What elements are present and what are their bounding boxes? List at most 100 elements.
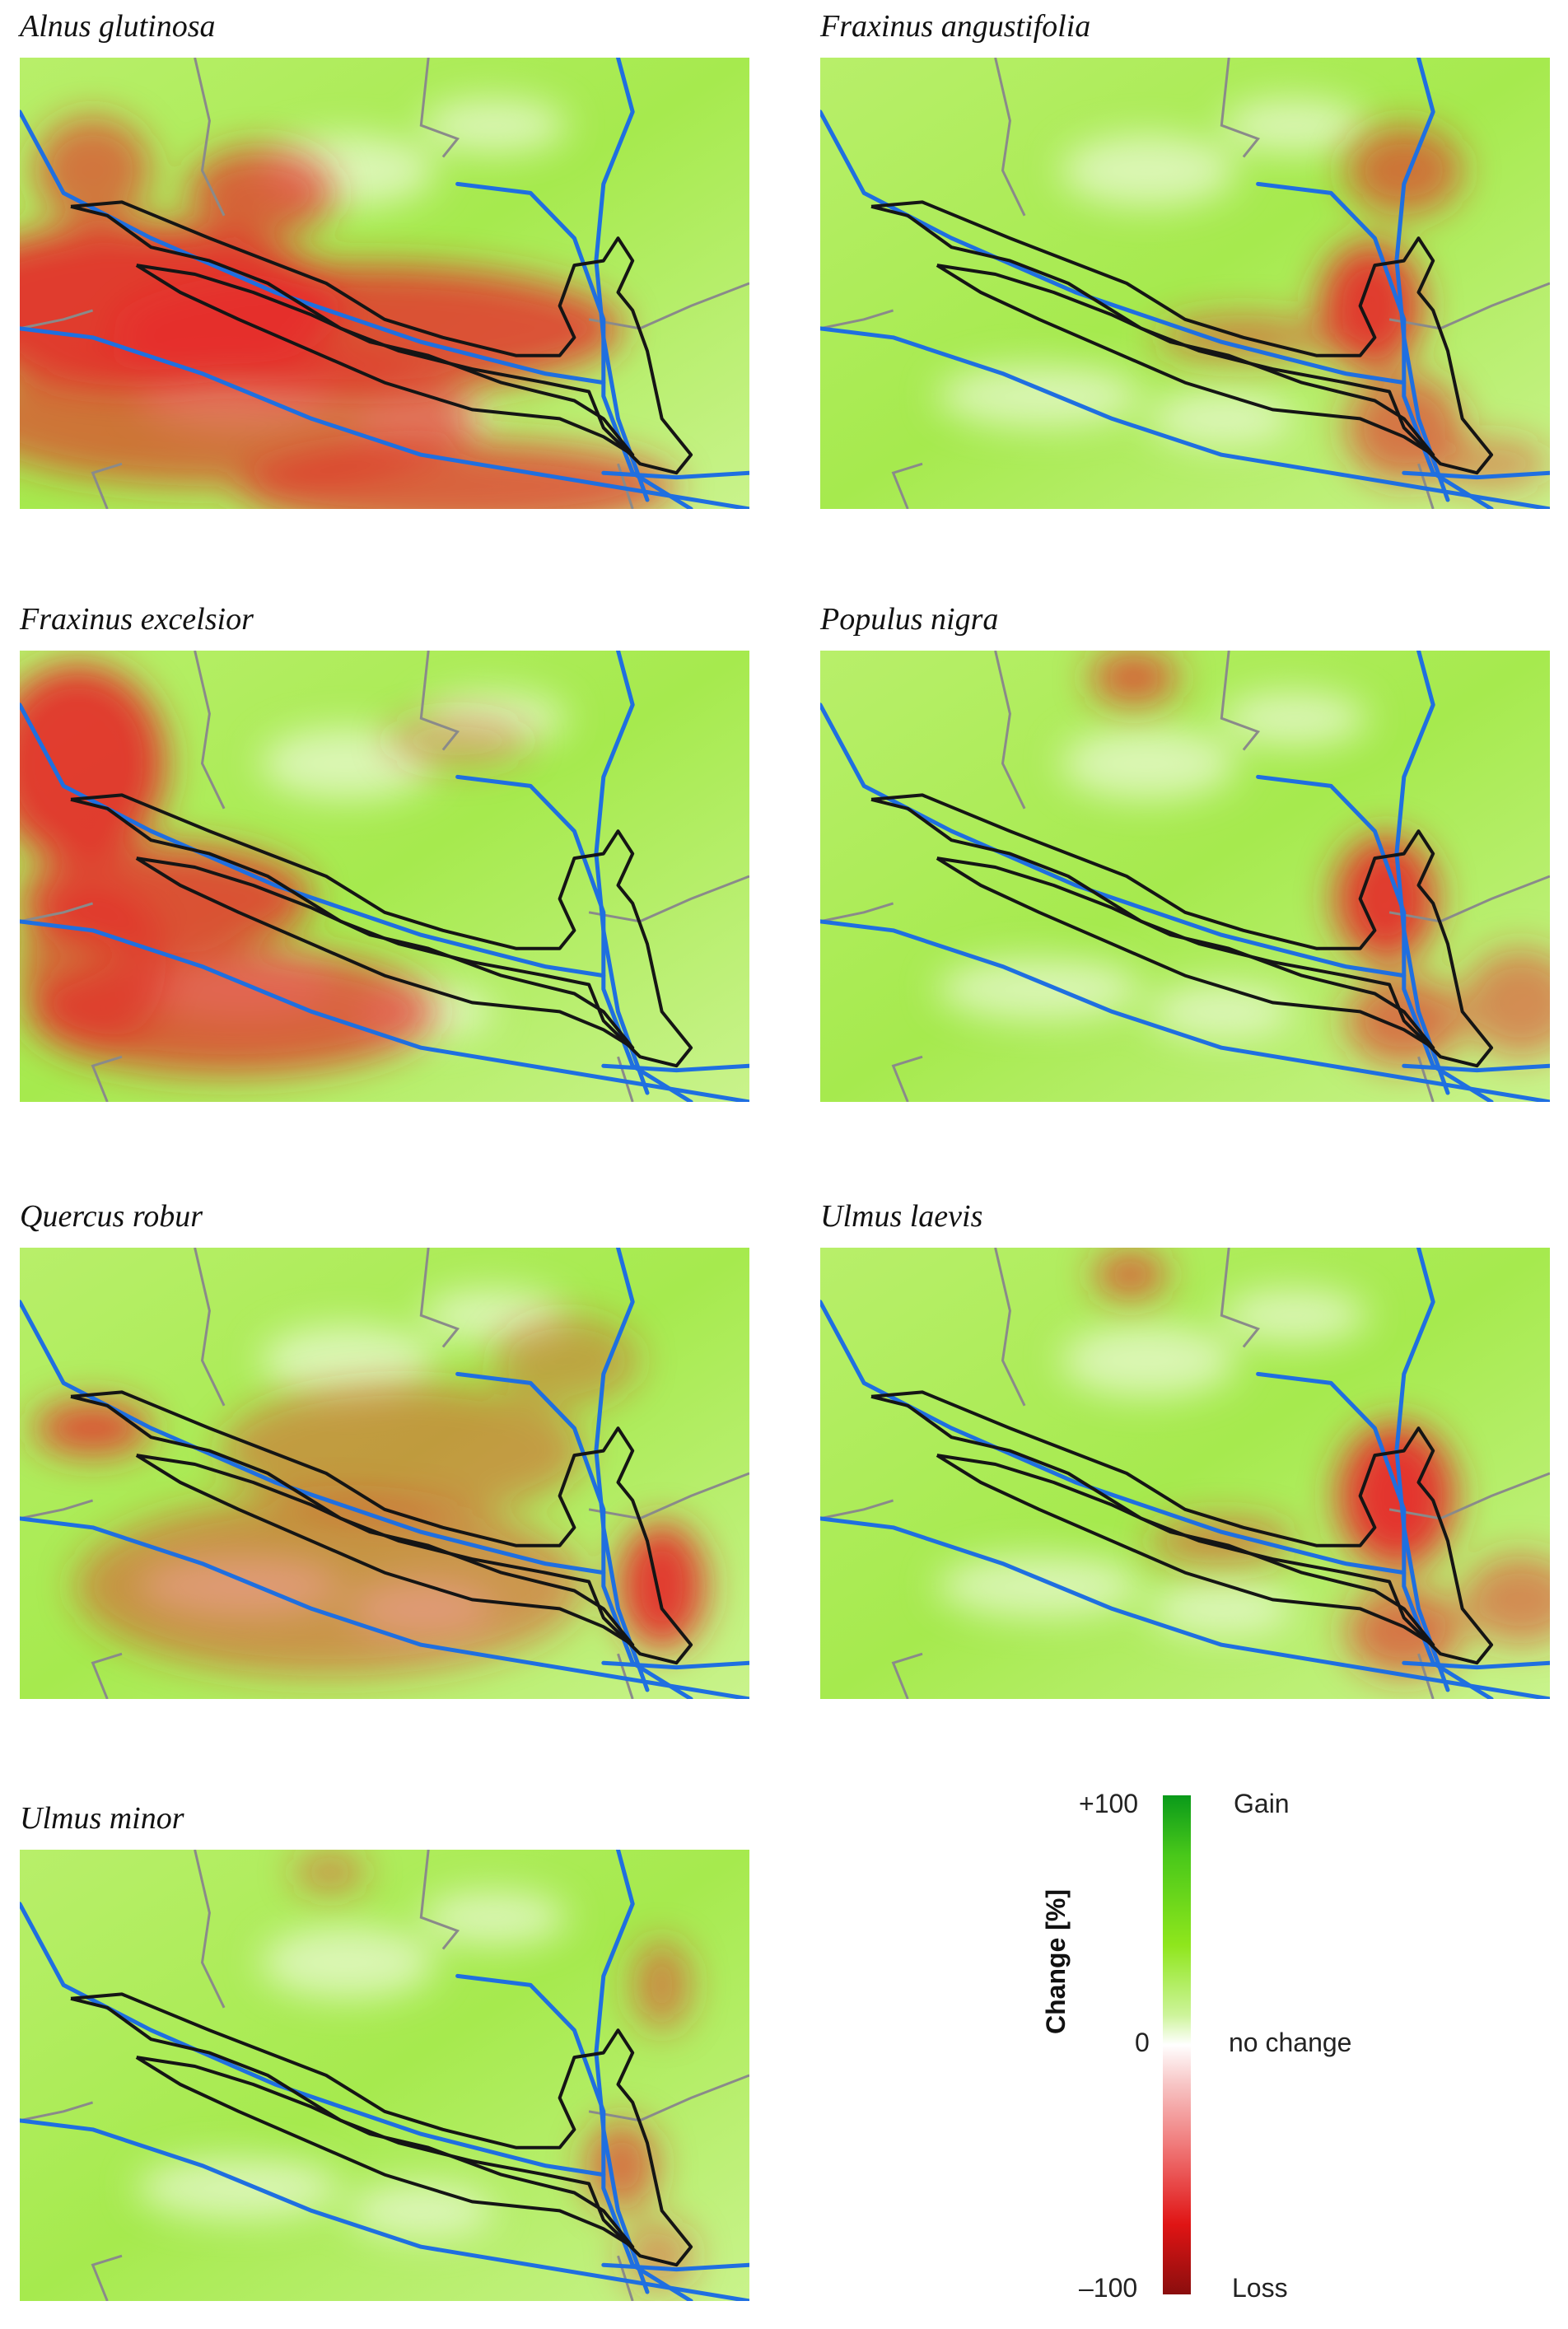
- country-border: [91, 1055, 123, 1102]
- river-line: [20, 919, 749, 1102]
- river-line: [820, 702, 1407, 978]
- study-area-outline: [135, 2056, 635, 2249]
- study-area-outline: [70, 200, 693, 475]
- loss-patch: [1334, 835, 1437, 963]
- map-panel: Ulmus laevis: [820, 1198, 1550, 1699]
- legend-nochange-label: no change: [1229, 2028, 1352, 2057]
- country-border: [1220, 651, 1261, 751]
- legend-color-bar: [1163, 1795, 1191, 2294]
- river-line: [1402, 1660, 1550, 1670]
- map-svg: [20, 651, 749, 1102]
- river-line: [20, 326, 749, 509]
- map-svg: [820, 1248, 1550, 1699]
- panel-species-title: Ulmus laevis: [820, 1199, 983, 1234]
- no-change-patch: [136, 2156, 341, 2220]
- map-panel: Alnus glutinosa: [20, 8, 749, 509]
- change-map: [20, 651, 749, 1102]
- study-area-outline: [870, 793, 1494, 1068]
- loss-patch: [34, 1401, 152, 1456]
- map-panel: Fraxinus angustifolia: [820, 8, 1550, 509]
- map-svg: [820, 651, 1550, 1102]
- country-border: [891, 1652, 923, 1699]
- river-line: [601, 1660, 749, 1670]
- no-change-patch: [1061, 134, 1237, 207]
- country-border: [617, 1056, 634, 1102]
- loss-patch: [20, 884, 166, 1048]
- river-line: [20, 1300, 606, 1575]
- country-border: [994, 58, 1026, 217]
- country-border: [617, 1653, 634, 1699]
- country-border: [419, 1248, 460, 1348]
- no-change-patch: [421, 98, 567, 153]
- country-border: [419, 651, 460, 751]
- country-border: [1388, 1472, 1550, 1520]
- loss-patch: [187, 147, 334, 239]
- country-border: [588, 875, 749, 923]
- country-border: [820, 902, 894, 923]
- country-border: [1220, 58, 1261, 158]
- study-area-outline: [135, 856, 635, 1050]
- no-change-patch: [1221, 1288, 1368, 1343]
- map-panel: Quercus robur: [20, 1198, 749, 1699]
- panel-species-title: Fraxinus excelsior: [20, 602, 254, 637]
- country-border: [91, 1652, 123, 1699]
- loss-patch: [1090, 651, 1178, 705]
- country-border: [820, 1499, 894, 1520]
- map-panel: Ulmus minor: [20, 1800, 749, 2301]
- no-change-patch: [936, 364, 1141, 428]
- country-border: [891, 462, 923, 509]
- no-change-patch: [260, 1926, 436, 1999]
- study-area-outline: [936, 264, 1435, 457]
- no-change-patch: [260, 1324, 436, 1397]
- country-border: [994, 1248, 1026, 1407]
- country-border: [588, 2074, 749, 2122]
- country-border: [20, 1499, 94, 1520]
- study-area-outline: [135, 264, 635, 457]
- no-change-patch: [936, 1554, 1141, 1618]
- loss-patch: [20, 664, 166, 863]
- loss-patch: [585, 2120, 659, 2211]
- river-line: [1402, 1063, 1550, 1073]
- country-border: [1417, 463, 1435, 509]
- no-change-patch: [1061, 1324, 1237, 1397]
- river-line: [20, 702, 606, 978]
- country-border: [1417, 1056, 1435, 1102]
- map-svg: [20, 58, 749, 509]
- change-legend: Change [%] +100 0 –100 Gain no change Lo…: [1041, 1789, 1474, 2306]
- no-change-patch: [421, 1890, 567, 1945]
- map-panel: Populus nigra: [820, 601, 1550, 1102]
- river-line: [820, 1300, 1407, 1575]
- loss-patch: [1462, 1554, 1550, 1645]
- country-border: [1417, 1653, 1435, 1699]
- river-line: [820, 326, 1550, 509]
- loss-patch: [1462, 948, 1550, 1057]
- country-border: [820, 309, 894, 330]
- no-change-patch: [1221, 691, 1368, 746]
- panel-species-title: Populus nigra: [820, 602, 999, 637]
- country-border: [194, 58, 226, 217]
- study-area-outline: [870, 1390, 1494, 1665]
- change-map: [820, 1248, 1550, 1699]
- loss-patch: [1345, 125, 1463, 216]
- river-line: [820, 1516, 1550, 1699]
- country-border: [91, 462, 123, 509]
- river-line: [601, 1063, 749, 1073]
- legend-mid-label: 0: [1135, 2028, 1150, 2057]
- river-line: [1402, 470, 1550, 480]
- country-border: [20, 902, 94, 923]
- legend-max-label: +100: [1079, 1789, 1139, 1818]
- country-border: [617, 2255, 634, 2301]
- map-svg: [20, 1850, 749, 2301]
- study-area-outline: [936, 856, 1435, 1050]
- panel-species-title: Fraxinus angustifolia: [820, 9, 1091, 44]
- no-change-patch: [936, 957, 1141, 1021]
- country-border: [194, 651, 226, 810]
- country-border: [419, 1850, 460, 1950]
- river-line: [601, 2262, 749, 2272]
- map-panel: Fraxinus excelsior: [20, 601, 749, 1102]
- legend-min-label: –100: [1079, 2273, 1138, 2303]
- loss-patch: [493, 1315, 641, 1406]
- loss-patch: [34, 116, 152, 225]
- change-map: [20, 1248, 749, 1699]
- river-line: [20, 2118, 749, 2301]
